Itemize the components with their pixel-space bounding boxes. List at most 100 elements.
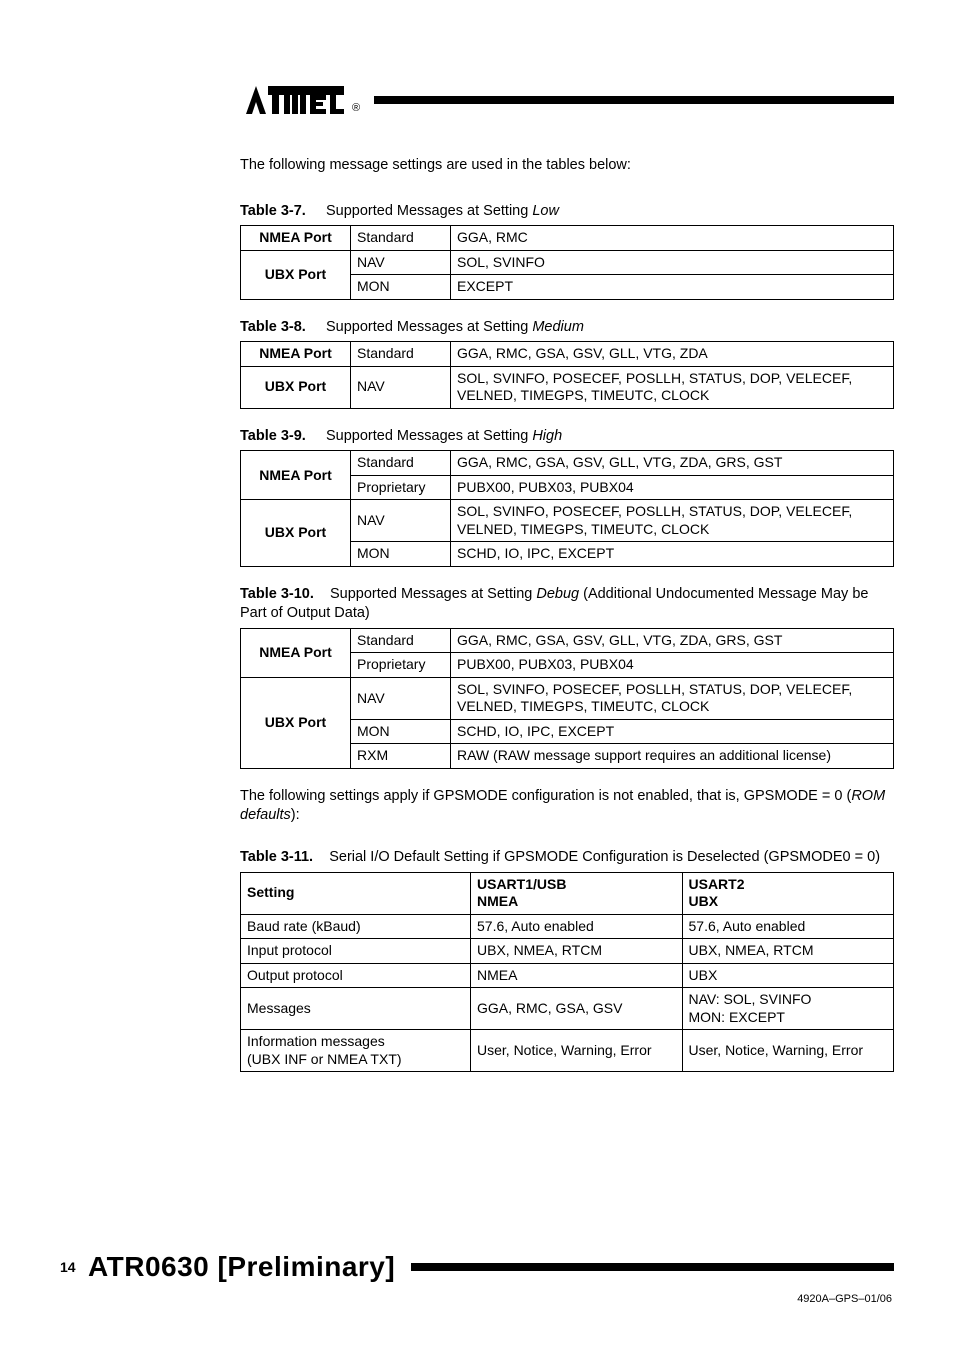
msgs-cell: GGA, RMC, GSA, GSV, GLL, VTG, ZDA xyxy=(451,342,894,367)
table-3-8: NMEA Port Standard GGA, RMC, GSA, GSV, G… xyxy=(240,341,894,409)
table-row: NMEA Port Standard GGA, RMC xyxy=(241,226,894,251)
port-cell: NMEA Port xyxy=(241,226,351,251)
table-row: NMEA Port Standard GGA, RMC, GSA, GSV, G… xyxy=(241,342,894,367)
footer: 14 ATR0630 [Preliminary] 4920A–GPS–01/06 xyxy=(0,1251,954,1305)
caption-label: Table 3-9. xyxy=(240,428,306,444)
table-row: UBX Port NAV SOL, SVINFO, POSECEF, POSLL… xyxy=(241,677,894,719)
table-row: Messages GGA, RMC, GSA, GSV NAV: SOL, SV… xyxy=(241,988,894,1030)
port-cell: UBX Port xyxy=(241,677,351,768)
table-3-11-caption: Table 3-11. Serial I/O Default Setting i… xyxy=(240,848,894,868)
port-cell: NMEA Port xyxy=(241,451,351,500)
setting-cell: Information messages(UBX INF or NMEA TXT… xyxy=(241,1030,471,1072)
msgs-cell: SOL, SVINFO, POSECEF, POSLLH, STATUS, DO… xyxy=(451,677,894,719)
table-3-9: NMEA Port Standard GGA, RMC, GSA, GSV, G… xyxy=(240,450,894,567)
gpsmode-note: The following settings apply if GPSMODE … xyxy=(240,787,894,826)
caption-em: Medium xyxy=(532,319,584,335)
caption-text: Supported Messages at Setting xyxy=(326,203,532,219)
setting-cell: Baud rate (kBaud) xyxy=(241,914,471,939)
caption-label: Table 3-7. xyxy=(240,203,306,219)
table-3-9-caption: Table 3-9. Supported Messages at Setting… xyxy=(240,427,894,447)
table-row: UBX Port NAV SOL, SVINFO, POSECEF, POSLL… xyxy=(241,500,894,542)
table-row: Input protocol UBX, NMEA, RTCM UBX, NMEA… xyxy=(241,939,894,964)
msgs-cell: GGA, RMC, GSA, GSV, GLL, VTG, ZDA, GRS, … xyxy=(451,628,894,653)
usart2-cell: UBX xyxy=(682,963,894,988)
class-cell: Standard xyxy=(351,226,451,251)
table-3-11: Setting USART1/USBNMEA USART2UBX Baud ra… xyxy=(240,872,894,1073)
class-cell: NAV xyxy=(351,366,451,408)
usart1-cell: UBX, NMEA, RTCM xyxy=(471,939,683,964)
document-title: ATR0630 [Preliminary] xyxy=(88,1251,395,1283)
setting-cell: Output protocol xyxy=(241,963,471,988)
atmel-logo: ® xyxy=(240,80,360,120)
msgs-cell: RAW (RAW message support requires an add… xyxy=(451,744,894,769)
registered-mark: ® xyxy=(352,102,360,114)
class-cell: MON xyxy=(351,719,451,744)
msgs-cell: GGA, RMC xyxy=(451,226,894,251)
table-row: Baud rate (kBaud) 57.6, Auto enabled 57.… xyxy=(241,914,894,939)
header-cell: USART1/USBNMEA xyxy=(471,872,683,914)
class-cell: Standard xyxy=(351,451,451,476)
setting-cell: Input protocol xyxy=(241,939,471,964)
msgs-cell: SOL, SVINFO, POSECEF, POSLLH, STATUS, DO… xyxy=(451,366,894,408)
class-cell: NAV xyxy=(351,677,451,719)
class-cell: Standard xyxy=(351,342,451,367)
atmel-logo-svg xyxy=(240,80,350,120)
content-area: The following message settings are used … xyxy=(240,156,894,1072)
msgs-cell: PUBX00, PUBX03, PUBX04 xyxy=(451,653,894,678)
class-cell: MON xyxy=(351,275,451,300)
class-cell: MON xyxy=(351,542,451,567)
caption-em: High xyxy=(532,428,562,444)
caption-text: Serial I/O Default Setting if GPSMODE Co… xyxy=(329,849,880,865)
msgs-cell: SOL, SVINFO xyxy=(451,250,894,275)
header-cell: USART2UBX xyxy=(682,872,894,914)
class-cell: Proprietary xyxy=(351,653,451,678)
port-cell: UBX Port xyxy=(241,250,351,299)
footer-row: 14 ATR0630 [Preliminary] xyxy=(60,1251,894,1283)
class-cell: NAV xyxy=(351,250,451,275)
caption-label: Table 3-8. xyxy=(240,319,306,335)
header: ® xyxy=(240,80,894,120)
caption-text: Supported Messages at Setting xyxy=(326,319,532,335)
table-row: Information messages(UBX INF or NMEA TXT… xyxy=(241,1030,894,1072)
port-cell: UBX Port xyxy=(241,366,351,408)
header-rule xyxy=(374,96,894,104)
msgs-cell: PUBX00, PUBX03, PUBX04 xyxy=(451,475,894,500)
table-3-7: NMEA Port Standard GGA, RMC UBX Port NAV… xyxy=(240,225,894,300)
usart1-cell: NMEA xyxy=(471,963,683,988)
caption-label: Table 3-11. xyxy=(240,849,313,865)
page-number: 14 xyxy=(60,1259,88,1275)
caption-em: Debug xyxy=(536,586,579,602)
class-cell: RXM xyxy=(351,744,451,769)
table-row: NMEA Port Standard GGA, RMC, GSA, GSV, G… xyxy=(241,451,894,476)
usart1-cell: 57.6, Auto enabled xyxy=(471,914,683,939)
note-text-a: The following settings apply if GPSMODE … xyxy=(240,788,851,804)
usart2-cell: User, Notice, Warning, Error xyxy=(682,1030,894,1072)
table-row: UBX Port NAV SOL, SVINFO, POSECEF, POSLL… xyxy=(241,366,894,408)
intro-text: The following message settings are used … xyxy=(240,156,894,176)
footer-rule xyxy=(411,1263,894,1271)
class-cell: Proprietary xyxy=(351,475,451,500)
port-cell: UBX Port xyxy=(241,500,351,567)
port-cell: NMEA Port xyxy=(241,628,351,677)
note-text-b: ): xyxy=(291,807,300,823)
table-row: Output protocol NMEA UBX xyxy=(241,963,894,988)
table-header-row: Setting USART1/USBNMEA USART2UBX xyxy=(241,872,894,914)
port-cell: NMEA Port xyxy=(241,342,351,367)
table-3-8-caption: Table 3-8. Supported Messages at Setting… xyxy=(240,318,894,338)
header-cell: Setting xyxy=(241,872,471,914)
document-revision: 4920A–GPS–01/06 xyxy=(60,1293,894,1305)
class-cell: Standard xyxy=(351,628,451,653)
table-row: UBX Port NAV SOL, SVINFO xyxy=(241,250,894,275)
usart2-cell: 57.6, Auto enabled xyxy=(682,914,894,939)
caption-text: Supported Messages at Setting xyxy=(326,428,532,444)
table-3-10: NMEA Port Standard GGA, RMC, GSA, GSV, G… xyxy=(240,628,894,769)
caption-em: Low xyxy=(532,203,559,219)
msgs-cell: GGA, RMC, GSA, GSV, GLL, VTG, ZDA, GRS, … xyxy=(451,451,894,476)
usart1-cell: User, Notice, Warning, Error xyxy=(471,1030,683,1072)
usart2-cell: NAV: SOL, SVINFOMON: EXCEPT xyxy=(682,988,894,1030)
caption-text: Supported Messages at Setting xyxy=(330,586,536,602)
msgs-cell: SCHD, IO, IPC, EXCEPT xyxy=(451,542,894,567)
caption-label: Table 3-10. xyxy=(240,586,314,602)
table-3-7-caption: Table 3-7. Supported Messages at Setting… xyxy=(240,202,894,222)
class-cell: NAV xyxy=(351,500,451,542)
